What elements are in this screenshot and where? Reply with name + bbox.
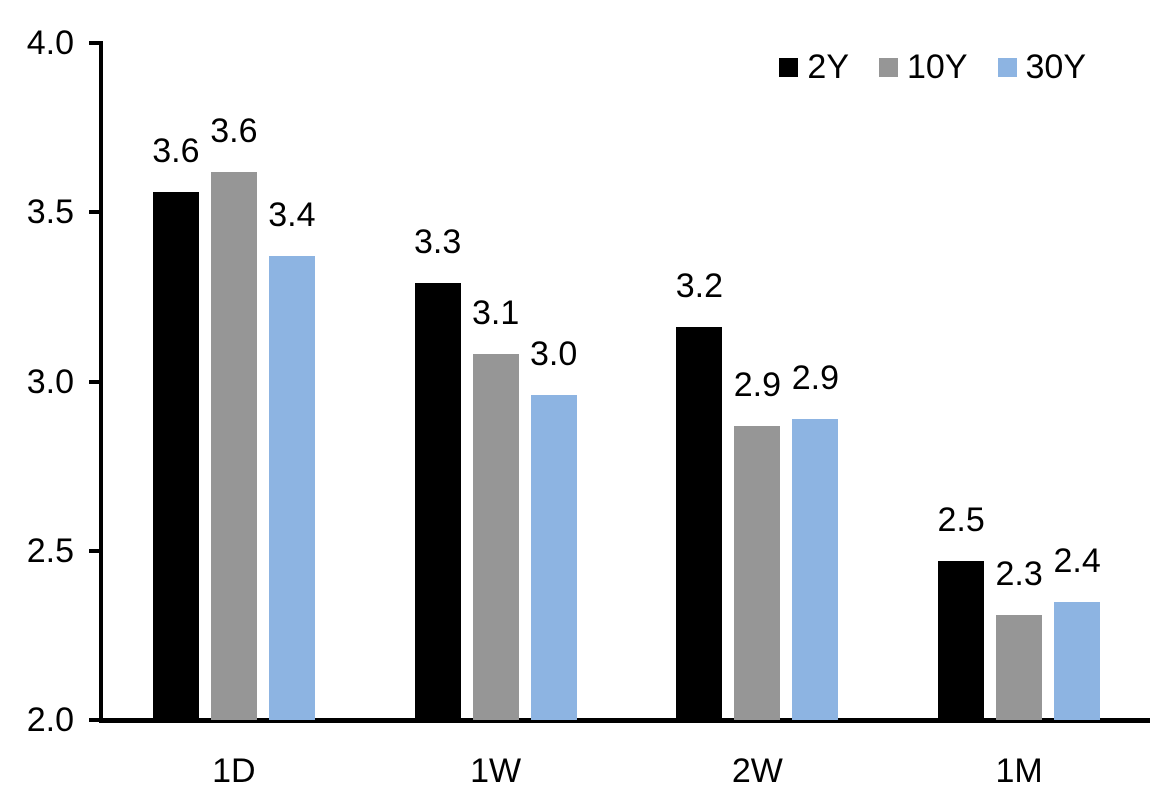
bar-value-label-2y-1m: 2.5: [937, 500, 985, 539]
legend-item-30y: 30Y: [997, 48, 1087, 86]
bar-value-label-30y-1w: 3.0: [529, 335, 578, 374]
legend-item-2y: 2Y: [779, 48, 849, 86]
bar-2y-1w: [414, 283, 461, 720]
legend-label-10y: 10Y: [907, 48, 968, 86]
y-tick-label: 4.0: [26, 24, 74, 62]
y-tick-mark: [89, 41, 100, 45]
legend-swatch-30y: [997, 57, 1017, 77]
x-category-label-1m: 1M: [995, 752, 1043, 790]
legend-swatch-2y: [779, 57, 799, 77]
bar-value-label-2y-2w: 3.2: [675, 267, 723, 306]
y-tick-mark: [89, 718, 100, 722]
bar-2y-1m: [938, 560, 985, 720]
x-category-label-1d: 1D: [212, 752, 256, 790]
bar-10y-1d: [210, 171, 257, 720]
y-tick-label: 2.5: [26, 531, 74, 570]
bar-30y-2w: [792, 418, 839, 720]
bar-30y-1w: [530, 395, 577, 720]
bar-10y-1m: [996, 615, 1043, 720]
y-tick-mark: [89, 548, 100, 553]
y-tick-mark: [89, 379, 100, 384]
bar-30y-1d: [268, 256, 315, 720]
y-tick-label: 3.5: [26, 193, 74, 232]
bar-2y-2w: [676, 327, 723, 720]
x-category-label-2w: 2W: [731, 752, 783, 790]
x-category-label-1w: 1W: [470, 752, 522, 790]
bar-value-label-2y-1w: 3.3: [413, 223, 462, 262]
y-tick-label: 3.0: [26, 362, 74, 401]
bar-value-label-30y-2w: 2.9: [791, 358, 839, 397]
bar-value-label-30y-1d: 3.4: [268, 196, 316, 235]
y-axis-line: [99, 41, 103, 723]
legend-label-30y: 30Y: [1025, 48, 1087, 86]
bar-value-label-10y-1d: 3.6: [210, 111, 258, 150]
bar-10y-2w: [734, 425, 781, 720]
bar-value-label-30y-1m: 2.4: [1053, 541, 1101, 580]
bar-value-label-10y-1w: 3.1: [471, 294, 520, 333]
y-tick-label: 2.0: [26, 701, 74, 739]
bar-value-label-10y-1m: 2.3: [995, 555, 1043, 594]
y-tick-mark: [89, 210, 100, 215]
bar-30y-1m: [1054, 601, 1101, 720]
x-axis-line: [99, 718, 1150, 723]
legend-item-10y: 10Y: [879, 48, 968, 86]
bar-value-label-2y-1d: 3.6: [152, 131, 200, 170]
bar-value-label-10y-2w: 2.9: [733, 365, 781, 404]
bar-2y-1d: [152, 191, 199, 720]
legend-label-2y: 2Y: [807, 48, 849, 86]
bar-10y-1w: [472, 354, 519, 720]
chart-legend: 2Y 10Y 30Y: [779, 48, 1086, 86]
legend-swatch-10y: [879, 57, 898, 77]
